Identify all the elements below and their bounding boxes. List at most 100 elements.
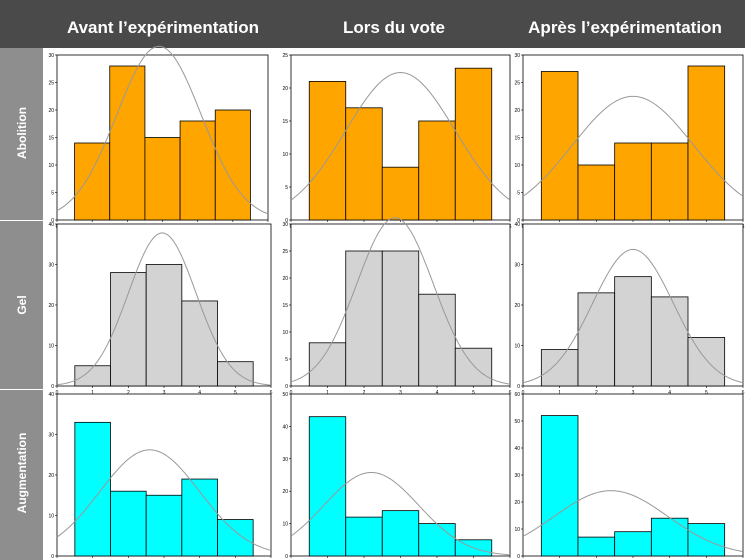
column-title-vote: Lors du vote	[342, 18, 445, 37]
y-tick-label: 40	[514, 222, 520, 228]
normal-curve	[290, 217, 511, 385]
bar-augmentation-4	[418, 523, 456, 557]
y-tick-label: 20	[514, 108, 520, 114]
bar-gel-4	[418, 293, 456, 387]
y-tick-label: 20	[282, 86, 288, 92]
y-tick-label: 0	[51, 384, 54, 390]
y-tick-label: 10	[48, 163, 54, 169]
y-tick-label: 5	[285, 357, 288, 363]
y-tick-label: 10	[282, 330, 288, 336]
x-tick-label: 1	[326, 390, 329, 396]
bar-gel-2	[577, 292, 616, 387]
bar-abolition-1	[74, 142, 111, 221]
y-tick-label: 15	[282, 303, 288, 309]
x-tick-label: 2	[127, 390, 130, 396]
bar-gel-3	[614, 276, 652, 387]
y-tick-label: 50	[514, 419, 520, 425]
y-tick-label: 20	[48, 108, 54, 114]
y-tick-label: 25	[282, 53, 288, 59]
x-tick-label: 1	[558, 390, 561, 396]
bar-gel-5	[687, 337, 726, 387]
y-tick-label: 30	[48, 433, 54, 439]
bar-gel-2	[345, 250, 383, 387]
y-tick-label: 20	[514, 500, 520, 506]
y-tick-label: 40	[282, 424, 288, 430]
y-tick-label: 20	[48, 473, 54, 479]
bar-gel-3	[381, 250, 420, 387]
y-tick-label: 5	[51, 191, 54, 197]
histogram-augmentation-after: 01020304050600123456	[514, 392, 744, 560]
y-tick-label: 5	[517, 191, 520, 197]
bar-gel-1	[74, 365, 111, 387]
y-tick-label: 40	[48, 392, 54, 398]
y-tick-label: 30	[48, 263, 54, 269]
row-divider	[0, 389, 43, 390]
normal-curve	[522, 490, 744, 553]
normal-curve	[56, 449, 272, 551]
y-tick-label: 30	[514, 53, 520, 59]
x-tick-label: 1	[91, 390, 94, 396]
x-tick-label: 4	[436, 390, 439, 396]
bar-augmentation-1	[308, 416, 347, 557]
normal-curve	[290, 471, 511, 556]
bar-abolition-5	[214, 109, 251, 221]
bar-abolition-5	[454, 67, 493, 221]
y-tick-label: 5	[285, 185, 288, 191]
y-tick-label: 0	[517, 384, 520, 390]
y-tick-label: 15	[514, 136, 520, 142]
y-tick-label: 20	[282, 276, 288, 282]
column-title-before: Avant l’expérimentation	[66, 18, 260, 37]
x-tick-label: 4	[668, 390, 671, 396]
bar-gel-2	[110, 272, 147, 387]
column-header-bar	[0, 0, 745, 48]
bar-abolition-5	[687, 65, 726, 221]
row-title-gel: Gel	[15, 295, 29, 315]
x-tick-label: 3	[399, 390, 402, 396]
y-tick-label: 25	[48, 81, 54, 87]
y-tick-label: 10	[514, 344, 520, 350]
bar-augmentation-2	[110, 490, 147, 557]
x-tick-label: 5	[472, 390, 475, 396]
row-header-bar	[0, 48, 43, 560]
x-tick-label: 0	[522, 390, 525, 396]
x-tick-label: 6	[270, 390, 273, 396]
bar-gel-1	[308, 342, 347, 387]
bar-augmentation-4	[181, 478, 218, 557]
y-tick-label: 0	[51, 218, 54, 224]
y-tick-label: 60	[514, 392, 520, 398]
x-tick-label: 4	[198, 390, 201, 396]
x-tick-label: 3	[632, 390, 635, 396]
y-tick-label: 0	[285, 554, 288, 560]
y-tick-label: 15	[282, 119, 288, 125]
x-tick-label: 6	[509, 390, 512, 396]
x-tick-label: 2	[595, 390, 598, 396]
bar-augmentation-2	[345, 516, 383, 557]
bar-abolition-3	[144, 137, 181, 221]
bar-gel-4	[650, 296, 689, 387]
normal-curve	[56, 232, 272, 386]
y-tick-label: 30	[282, 457, 288, 463]
y-tick-label: 25	[282, 249, 288, 255]
x-tick-label: 5	[234, 390, 237, 396]
y-tick-label: 0	[517, 554, 520, 560]
row-title-abolition: Abolition	[15, 107, 29, 159]
bar-augmentation-3	[614, 531, 652, 557]
bar-gel-1	[540, 349, 579, 387]
bar-gel-4	[181, 300, 218, 387]
row-title-augmentation: Augmentation	[15, 432, 29, 514]
y-tick-label: 30	[282, 222, 288, 228]
y-tick-label: 40	[514, 446, 520, 452]
x-tick-label: 6	[742, 390, 745, 396]
bar-gel-5	[217, 361, 254, 387]
y-tick-label: 0	[285, 384, 288, 390]
y-tick-label: 15	[48, 136, 54, 142]
y-tick-label: 10	[282, 522, 288, 528]
x-tick-label: 2	[363, 390, 366, 396]
bar-gel-5	[454, 347, 493, 387]
column-title-after: Après l’expérimentation	[528, 18, 722, 37]
histogram-augmentation-vote: 010203040500123456	[282, 392, 511, 560]
